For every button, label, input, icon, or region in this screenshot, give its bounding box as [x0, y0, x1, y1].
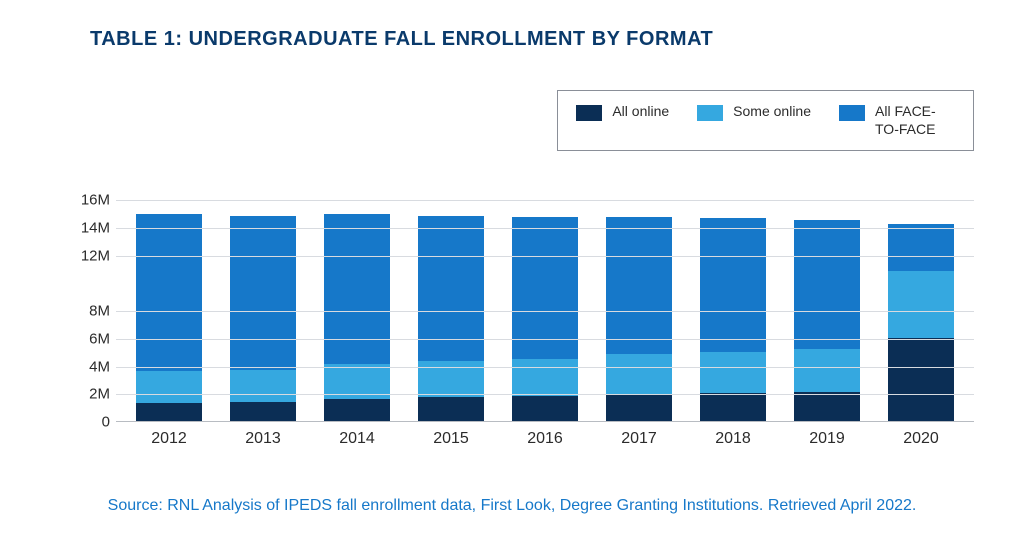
legend-label: All online [612, 103, 669, 121]
bar-segment-some_online [606, 354, 672, 394]
legend-label: Some online [733, 103, 811, 121]
x-tick-label: 2017 [592, 426, 686, 450]
legend: All online Some online All FACE-TO-FACE [557, 90, 974, 151]
bar-segment-some_online [700, 352, 766, 394]
legend-item: Some online [697, 103, 811, 138]
bar-segment-face_to_face [888, 224, 954, 271]
bar-segment-all_online [230, 402, 296, 421]
bar-segment-all_online [136, 403, 202, 421]
y-tick-label: 14M [60, 219, 110, 236]
bar-segment-face_to_face [230, 216, 296, 370]
gridline [116, 200, 974, 201]
bar-segment-face_to_face [512, 217, 578, 359]
source-caption: Source: RNL Analysis of IPEDS fall enrol… [0, 497, 1024, 515]
x-tick-label: 2018 [686, 426, 780, 450]
bar-segment-all_online [418, 397, 484, 421]
chart-container: TABLE 1: UNDERGRADUATE FALL ENROLLMENT B… [0, 0, 1024, 547]
stacked-bar [230, 216, 296, 421]
legend-swatch [576, 105, 602, 121]
y-tick-label: 4M [60, 358, 110, 375]
bar-segment-face_to_face [700, 218, 766, 351]
stacked-bar [700, 218, 766, 421]
gridline [116, 256, 974, 257]
gridline [116, 228, 974, 229]
bar-segment-some_online [230, 370, 296, 402]
x-tick-label: 2013 [216, 426, 310, 450]
legend-item: All FACE-TO-FACE [839, 103, 955, 138]
stacked-bar [324, 214, 390, 421]
x-tick-label: 2015 [404, 426, 498, 450]
y-tick-label: 6M [60, 330, 110, 347]
bar-segment-all_online [794, 392, 860, 421]
chart-title: TABLE 1: UNDERGRADUATE FALL ENROLLMENT B… [90, 28, 984, 51]
legend-label: All FACE-TO-FACE [875, 103, 955, 138]
bar-segment-face_to_face [794, 220, 860, 349]
bar-segment-face_to_face [136, 214, 202, 371]
legend-swatch [839, 105, 865, 121]
x-tick-label: 2016 [498, 426, 592, 450]
stacked-bar [136, 214, 202, 421]
stacked-bar [888, 224, 954, 421]
bar-segment-all_online [888, 338, 954, 421]
x-tick-label: 2012 [122, 426, 216, 450]
bar-segment-face_to_face [606, 217, 672, 354]
x-axis-labels: 201220132014201520162017201820192020 [116, 426, 974, 450]
stacked-bar [512, 217, 578, 421]
bar-segment-some_online [888, 271, 954, 338]
bar-segment-all_online [700, 393, 766, 421]
x-tick-label: 2019 [780, 426, 874, 450]
gridline [116, 339, 974, 340]
gridline [116, 394, 974, 395]
bar-segment-all_online [512, 396, 578, 421]
x-tick-label: 2014 [310, 426, 404, 450]
bar-segment-some_online [136, 371, 202, 403]
plot-area [116, 200, 974, 422]
x-tick-label: 2020 [874, 426, 968, 450]
y-tick-label: 2M [60, 386, 110, 403]
bar-segment-face_to_face [324, 214, 390, 364]
legend-swatch [697, 105, 723, 121]
bar-segment-some_online [794, 349, 860, 392]
stacked-bar [418, 216, 484, 421]
legend-item: All online [576, 103, 669, 138]
gridline [116, 311, 974, 312]
bar-segment-some_online [512, 359, 578, 396]
bar-segment-all_online [324, 399, 390, 421]
y-tick-label: 16M [60, 192, 110, 209]
y-tick-label: 8M [60, 303, 110, 320]
y-tick-label: 12M [60, 247, 110, 264]
y-tick-label: 0 [60, 414, 110, 431]
chart-area: 201220132014201520162017201820192020 0 2M… [60, 200, 974, 450]
stacked-bar [606, 217, 672, 421]
stacked-bar [794, 220, 860, 421]
bar-segment-all_online [606, 395, 672, 421]
gridline [116, 367, 974, 368]
